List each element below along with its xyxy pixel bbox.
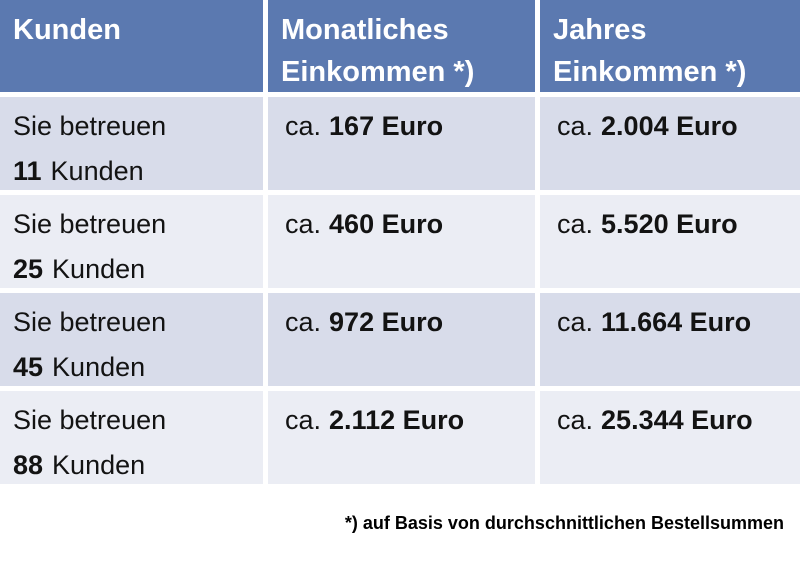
- header-cell-monthly-income: Monatliches Einkommen *): [268, 0, 535, 92]
- customer-count: 88: [13, 450, 44, 480]
- ca-label: ca.: [285, 307, 322, 337]
- customers-label: Kunden: [50, 156, 144, 186]
- customers-cell: Sie betreuen 88 Kunden: [0, 391, 263, 484]
- yearly-income-cell: ca. 5.520 Euro: [540, 195, 800, 288]
- yearly-income-value: 25.344 Euro: [601, 405, 753, 435]
- customer-count: 25: [13, 254, 44, 284]
- monthly-income-value: 2.112 Euro: [329, 405, 465, 435]
- customers-prefix: Sie betreuen: [13, 111, 167, 141]
- income-table: Kunden Monatliches Einkommen *) Jahres E…: [0, 0, 800, 484]
- customers-cell: Sie betreuen 45 Kunden: [0, 293, 263, 386]
- header-yearly-line1: Jahres: [553, 14, 647, 46]
- monthly-income-cell: ca. 167 Euro: [268, 97, 535, 190]
- monthly-income-cell: ca. 972 Euro: [268, 293, 535, 386]
- yearly-income-value: 11.664 Euro: [601, 307, 752, 337]
- customer-count: 45: [13, 352, 44, 382]
- yearly-income-cell: ca. 25.344 Euro: [540, 391, 800, 484]
- ca-label: ca.: [557, 307, 594, 337]
- customers-label: Kunden: [52, 352, 146, 382]
- monthly-income-cell: ca. 460 Euro: [268, 195, 535, 288]
- yearly-income-value: 2.004 Euro: [601, 111, 738, 141]
- ca-label: ca.: [557, 111, 594, 141]
- header-kunden-label: Kunden: [13, 14, 121, 46]
- yearly-income-cell: ca. 11.664 Euro: [540, 293, 800, 386]
- customers-prefix: Sie betreuen: [13, 405, 167, 435]
- header-yearly-line2: Einkommen *): [553, 56, 747, 88]
- ca-label: ca.: [285, 405, 322, 435]
- yearly-income-value: 5.520 Euro: [601, 209, 738, 239]
- monthly-income-value: 167 Euro: [329, 111, 444, 141]
- customers-prefix: Sie betreuen: [13, 307, 167, 337]
- header-cell-yearly-income: Jahres Einkommen *): [540, 0, 800, 92]
- header-monthly-line2: Einkommen *): [281, 56, 475, 88]
- monthly-income-value: 972 Euro: [329, 307, 444, 337]
- customers-prefix: Sie betreuen: [13, 209, 167, 239]
- header-cell-kunden: Kunden: [0, 0, 263, 92]
- monthly-income-cell: ca. 2.112 Euro: [268, 391, 535, 484]
- customers-label: Kunden: [52, 254, 146, 284]
- ca-label: ca.: [285, 111, 322, 141]
- customers-cell: Sie betreuen 11 Kunden: [0, 97, 263, 190]
- ca-label: ca.: [557, 405, 594, 435]
- footnote: *) auf Basis von durchschnittlichen Best…: [344, 513, 784, 533]
- customers-label: Kunden: [52, 450, 146, 480]
- ca-label: ca.: [557, 209, 594, 239]
- monthly-income-value: 460 Euro: [329, 209, 444, 239]
- yearly-income-cell: ca. 2.004 Euro: [540, 97, 800, 190]
- ca-label: ca.: [285, 209, 322, 239]
- header-monthly-line1: Monatliches: [281, 14, 449, 46]
- customer-count: 11: [13, 156, 42, 186]
- customers-cell: Sie betreuen 25 Kunden: [0, 195, 263, 288]
